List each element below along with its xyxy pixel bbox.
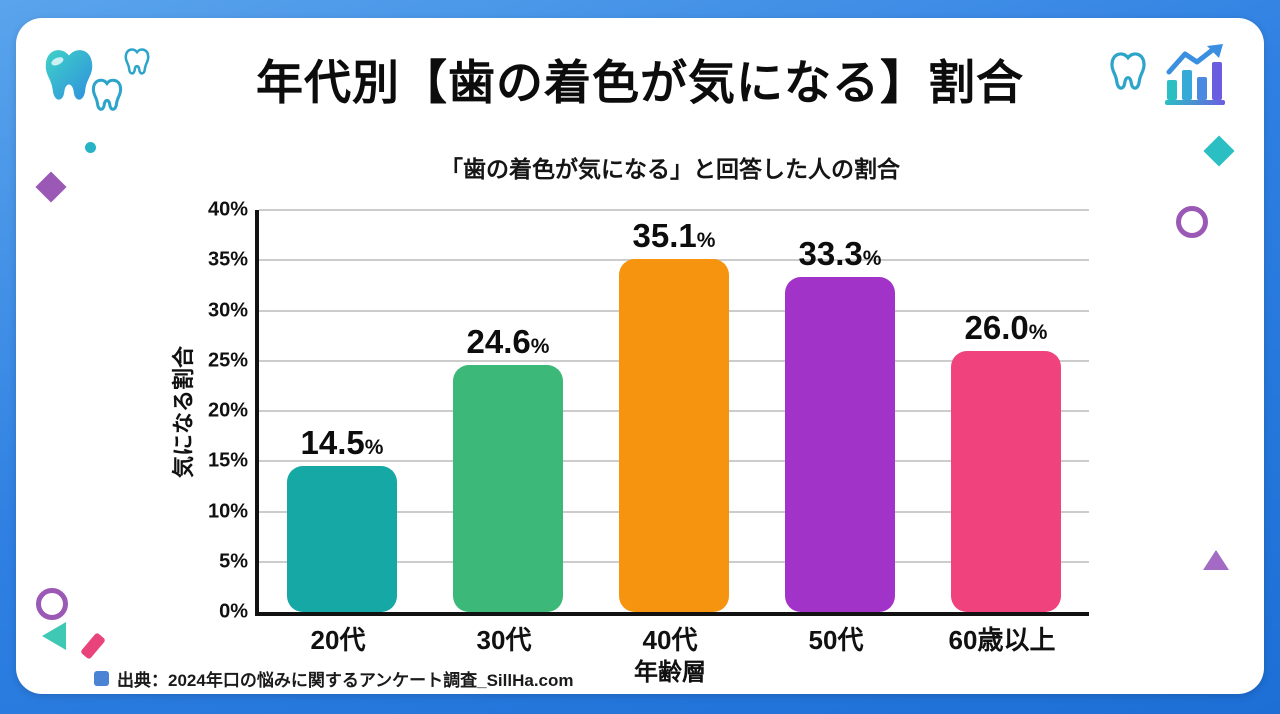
y-axis-title: 気になる割合 — [171, 345, 196, 479]
teal-triangle-shape — [42, 622, 66, 650]
tooth-outline-small-icon — [124, 48, 150, 75]
y-tick-label: 10% — [207, 500, 248, 522]
tooth-filled-icon — [45, 50, 93, 100]
source-text: 出典：2024年口の悩みに関するアンケート調査_SillHa.com — [117, 671, 574, 690]
bar-slot: 24.6% — [425, 210, 591, 612]
source-bullet-icon — [94, 671, 109, 686]
y-tick-label: 20% — [207, 399, 248, 422]
bar-value-label: 24.6% — [466, 322, 550, 360]
x-tick-label: 30代 — [476, 625, 532, 655]
bar-30代 — [453, 364, 563, 612]
bar-series: 14.5% 24.6% 35.1% 33.3% 26.0% — [259, 210, 1089, 612]
bar-value-label: 14.5% — [300, 424, 384, 462]
x-tick-label: 60歳以上 — [948, 625, 1056, 655]
bar-slot: 33.3% — [757, 210, 923, 612]
gridline — [259, 209, 1089, 211]
y-tick-label: 15% — [207, 449, 248, 472]
chart-title: 「歯の着色が気になる」と回答した人の割合 — [440, 156, 900, 182]
x-axis-title: 年齢層 — [634, 659, 706, 686]
bar-slot: 35.1% — [591, 210, 757, 612]
purple-triangle-shape — [1203, 550, 1229, 570]
y-tick-label: 0% — [219, 600, 248, 623]
tooth-outline-right-icon — [1110, 52, 1146, 90]
bar-60歳以上 — [951, 350, 1061, 612]
x-tick-label: 40代 — [642, 625, 698, 655]
x-axis-labels: 20代 30代 40代 50代 60歳以上 — [255, 620, 1085, 657]
y-tick-label: 30% — [207, 299, 248, 321]
teal-dot-shape — [85, 142, 96, 153]
y-tick-label: 35% — [207, 248, 248, 271]
source-note: 出典：2024年口の悩みに関するアンケート調査_SillHa.com — [94, 666, 574, 691]
bar-value-label: 33.3% — [798, 235, 882, 273]
purple-ring-left-shape — [36, 588, 68, 620]
y-tick-label: 40% — [207, 198, 248, 221]
bar-slot: 26.0% — [923, 210, 1089, 612]
bar-slot: 14.5% — [259, 210, 425, 612]
bar-50代 — [785, 277, 895, 612]
purple-ring-right-shape — [1176, 206, 1208, 238]
x-tick-label: 50代 — [808, 625, 864, 655]
bar-value-label: 26.0% — [964, 308, 1048, 346]
y-tick-label: 5% — [219, 550, 248, 573]
x-tick-label: 20代 — [310, 625, 366, 655]
plot-area: 14.5% 24.6% 35.1% 33.3% 26.0% — [255, 209, 1089, 616]
bar-20代 — [287, 466, 397, 612]
growth-chart-icon — [1165, 44, 1225, 105]
bar-value-label: 35.1% — [632, 217, 716, 255]
page-title: 年代別【歯の着色が気になる】割合 — [256, 56, 1024, 109]
y-tick-label: 25% — [207, 349, 248, 372]
tooth-outline-icon — [91, 78, 123, 111]
bar-40代 — [619, 259, 729, 612]
